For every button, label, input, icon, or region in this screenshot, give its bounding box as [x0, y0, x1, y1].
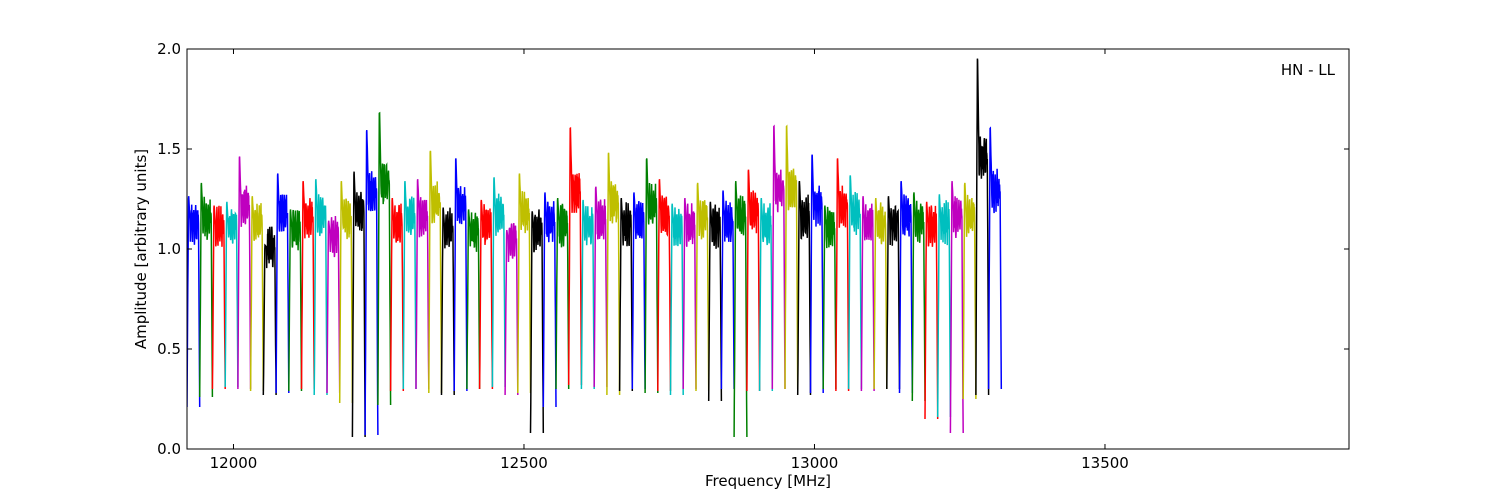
channel-series-line	[542, 192, 557, 408]
channel-series-line	[478, 199, 494, 390]
chart-annotation: HN - LL	[1281, 61, 1336, 79]
channel-series-line	[377, 111, 392, 406]
x-tick-label: 13500	[1081, 454, 1129, 472]
channel-series-line	[936, 194, 952, 418]
channel-series-line	[187, 196, 201, 408]
channel-series-line	[707, 201, 723, 402]
channel-series-line	[466, 209, 481, 390]
series-layer	[187, 58, 1003, 438]
channel-series-line	[720, 190, 735, 390]
channel-series-line	[911, 192, 926, 402]
channel-series-line	[949, 181, 964, 434]
channel-series-line	[567, 126, 583, 386]
channel-series-line	[529, 209, 545, 434]
channel-series-line	[364, 130, 379, 436]
channel-series-line	[211, 205, 226, 390]
channel-series-line	[389, 197, 405, 392]
channel-series-line	[555, 197, 570, 390]
channel-series-line	[262, 226, 277, 396]
channel-series-line	[326, 215, 341, 394]
channel-series-line	[860, 196, 875, 392]
channel-series-line	[746, 169, 761, 392]
channel-series-line	[987, 126, 1003, 390]
channel-series-line	[962, 182, 977, 400]
channel-series-line	[517, 173, 532, 394]
y-tick-label: 0.0	[157, 440, 181, 458]
channel-series-line	[886, 196, 901, 390]
y-tick-label: 0.5	[157, 340, 181, 358]
channel-series-line	[338, 181, 354, 404]
y-tick-label: 1.0	[157, 240, 181, 258]
channel-series-line	[351, 171, 366, 438]
channel-series-line	[428, 150, 443, 394]
y-axis-label: Amplitude [arbitrary units]	[132, 149, 150, 349]
x-axis-label: Frequency [MHz]	[705, 472, 831, 490]
x-tick-label: 12000	[210, 454, 258, 472]
channel-series-line	[771, 124, 786, 390]
channel-series-line	[796, 181, 812, 396]
y-tick-label: 2.0	[157, 40, 181, 58]
channel-series-line	[198, 182, 214, 398]
channel-series-line	[695, 182, 710, 392]
channel-series-line	[682, 197, 697, 390]
channel-series-line	[758, 197, 774, 392]
channel-series-line	[975, 58, 990, 396]
channel-series-line	[224, 201, 239, 388]
channel-series-line	[275, 173, 290, 394]
channel-series-line	[631, 192, 646, 390]
channel-series-line	[440, 207, 455, 396]
channel-series-line	[784, 124, 799, 390]
channel-series-line	[847, 175, 863, 390]
channel-series-line	[822, 205, 837, 390]
channel-series-line	[606, 152, 621, 396]
channel-series-line	[657, 179, 672, 392]
channel-series-line	[580, 199, 595, 390]
x-tick-label: 13000	[791, 454, 839, 472]
channel-series-line	[313, 179, 328, 396]
channel-series-line	[300, 181, 315, 390]
channel-series-line	[504, 223, 519, 396]
channel-series-line	[453, 158, 468, 392]
channel-series-line	[835, 158, 850, 392]
tick-layer: 12000 12500 13000 13500 0.0 0.5 1.0 1.5 2.0	[157, 40, 1349, 472]
channel-series-line	[402, 181, 417, 390]
channel-series-line	[618, 197, 634, 392]
channel-series-line	[593, 186, 608, 388]
channel-series-line	[898, 181, 914, 394]
channel-series-line	[873, 197, 888, 390]
channel-series-line	[809, 154, 824, 394]
channel-series-line	[491, 177, 506, 388]
channel-series-line	[249, 196, 265, 392]
channel-series-line	[669, 203, 684, 396]
channel-series-line	[924, 201, 939, 420]
channel-series-line	[237, 156, 252, 390]
y-tick-label: 1.5	[157, 140, 181, 158]
channel-series-line	[644, 158, 659, 394]
x-tick-label: 12500	[500, 454, 548, 472]
channel-series-line	[415, 179, 430, 390]
channel-series-line	[733, 181, 748, 438]
channel-series-line	[288, 209, 303, 392]
